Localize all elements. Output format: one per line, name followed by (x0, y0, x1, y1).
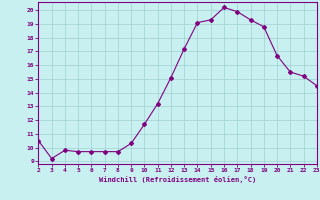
X-axis label: Windchill (Refroidissement éolien,°C): Windchill (Refroidissement éolien,°C) (99, 176, 256, 183)
